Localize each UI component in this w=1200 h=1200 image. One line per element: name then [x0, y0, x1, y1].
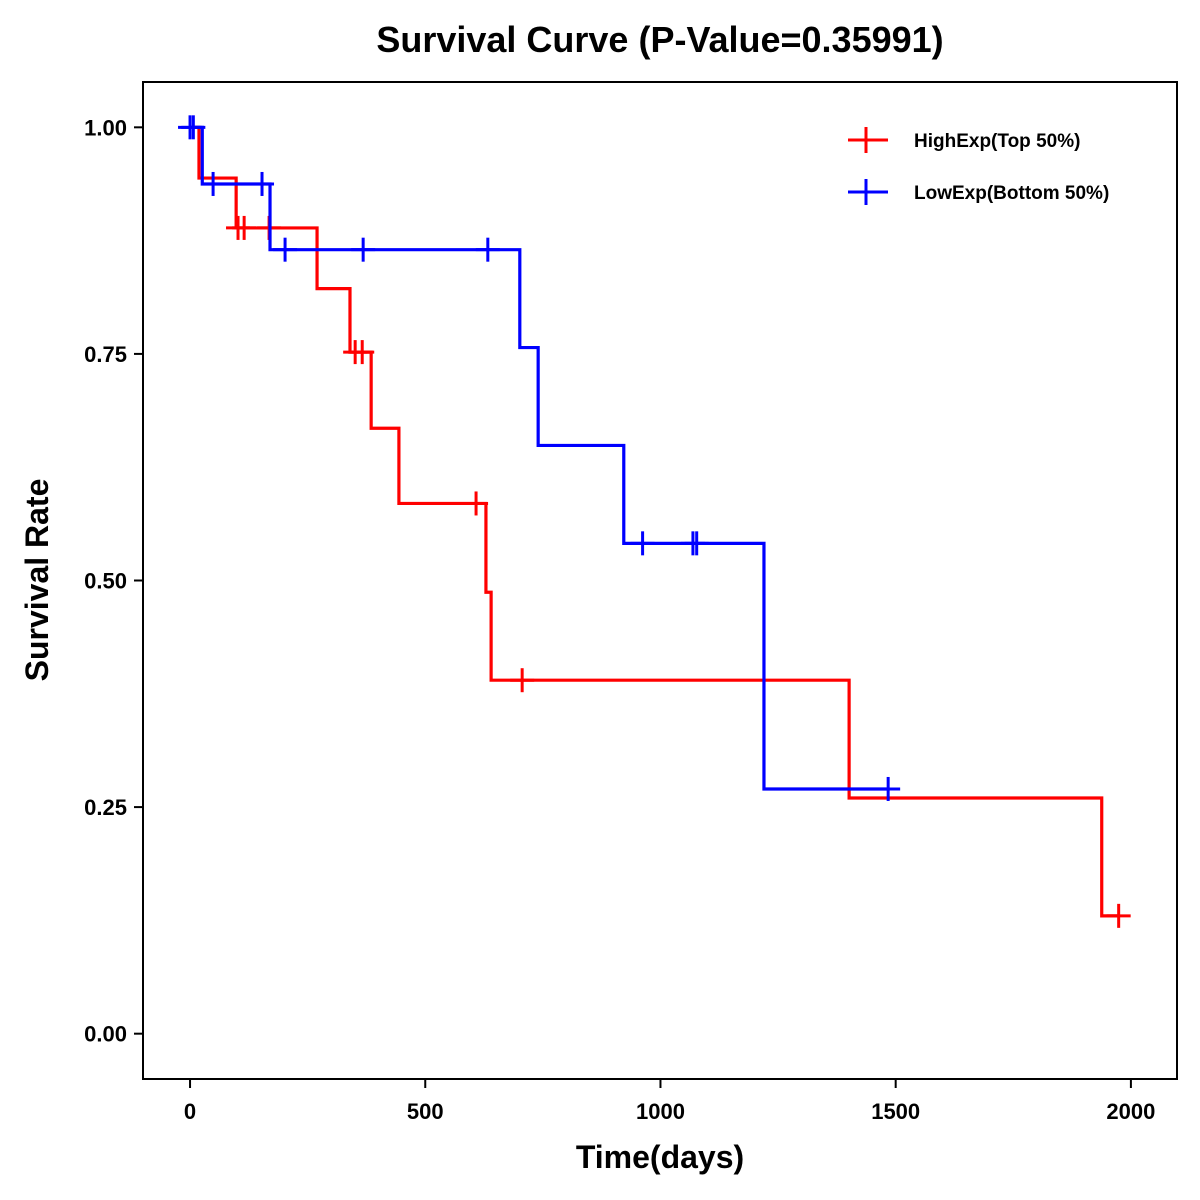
plot-panel — [142, 81, 1178, 1080]
legend-label: HighExp(Top 50%) — [914, 131, 1080, 152]
censor-mark — [630, 531, 655, 556]
x-axis: 0 500 1000 1500 2000 — [184, 1079, 1155, 1124]
censor-mark — [1106, 903, 1131, 928]
censor-mark — [464, 491, 489, 516]
legend-item: LowExp(Bottom 50%) — [848, 179, 1109, 205]
x-tick-label: 1000 — [636, 1099, 685, 1124]
x-tick-label: 2000 — [1106, 1099, 1155, 1124]
legend-key-icon — [848, 179, 888, 205]
censor-mark — [475, 237, 500, 262]
legend: HighExp(Top 50%) LowExp(Bottom 50%) — [848, 127, 1109, 205]
y-axis: 0.00 0.25 0.50 0.75 1.00 — [84, 115, 143, 1047]
x-tick-label: 0 — [184, 1099, 196, 1124]
censor-mark — [201, 171, 226, 196]
censor-mark — [684, 531, 709, 556]
y-tick-label: 0.25 — [84, 795, 127, 820]
x-tick-label: 500 — [407, 1099, 444, 1124]
censor-mark — [250, 171, 275, 196]
legend-key-icon — [848, 127, 888, 153]
legend-item: HighExp(Top 50%) — [848, 127, 1080, 153]
chart-title: Survival Curve (P-Value=0.35991) — [376, 19, 943, 60]
x-axis-label: Time(days) — [576, 1139, 744, 1175]
censor-mark — [510, 668, 535, 693]
censor-mark — [350, 340, 375, 365]
series-highexp — [190, 125, 1131, 928]
series-layer — [178, 115, 1131, 928]
censor-mark — [181, 115, 206, 140]
y-tick-label: 1.00 — [84, 115, 127, 140]
y-tick-label: 0.00 — [84, 1022, 127, 1047]
series-lowexp — [178, 115, 901, 801]
censor-mark — [351, 237, 376, 262]
y-tick-label: 0.50 — [84, 569, 127, 594]
censor-mark — [232, 215, 257, 240]
x-tick-label: 1500 — [871, 1099, 920, 1124]
y-tick-label: 0.75 — [84, 342, 127, 367]
survival-step-line — [190, 125, 1119, 918]
legend-label: LowExp(Bottom 50%) — [914, 183, 1109, 204]
censor-mark — [876, 776, 901, 801]
y-axis-label: Survival Rate — [19, 479, 55, 682]
censor-mark — [273, 237, 298, 262]
